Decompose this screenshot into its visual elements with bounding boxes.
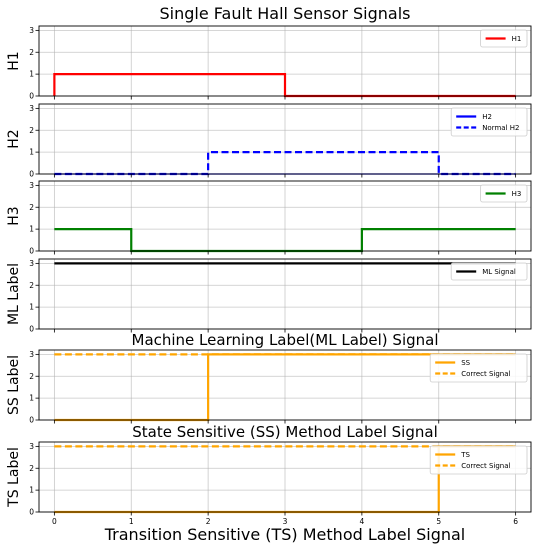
y-tick-label: 3: [29, 350, 34, 359]
y-tick-label: 3: [29, 442, 34, 451]
y-axis-label: H3: [6, 206, 22, 225]
subplot-title: Machine Learning Label(ML Label) Signal: [132, 331, 439, 349]
y-tick-label: 0: [29, 170, 34, 179]
legend: TS Correct Signal: [429, 445, 528, 475]
legend-label: H1: [512, 35, 522, 43]
legend-box: [429, 445, 528, 475]
figure-title: Single Fault Hall Sensor Signals: [160, 4, 411, 23]
y-tick-label: 2: [29, 372, 34, 381]
subplot-4: 0 1 2 3 ML Label Machine Learning Label(ML La…: [6, 258, 532, 349]
series-line-1: [53, 73, 516, 98]
legend-label: Correct Signal: [461, 370, 510, 378]
y-tick-label: 2: [29, 203, 34, 212]
legend-box: [450, 107, 528, 137]
y-tick-label: 0: [29, 416, 34, 425]
y-tick-label: 1: [29, 70, 34, 79]
legend-label: Normal H2: [482, 124, 519, 132]
y-tick-label: 1: [29, 394, 34, 403]
x-tick-label: 6: [513, 517, 518, 526]
x-tick-label: 3: [283, 517, 288, 526]
y-tick-label: 1: [29, 148, 34, 157]
legend-box: [429, 353, 528, 383]
y-axis-label: SS Label: [6, 355, 22, 415]
x-tick-label: 2: [206, 517, 211, 526]
subplot-6: 0 1 2 3 0 1 2 3 4 5 6 TS Label TS Correct Signal: [6, 441, 532, 526]
legend: H3: [480, 184, 528, 203]
y-tick-label: 3: [29, 181, 34, 190]
legend-label: TS: [460, 451, 470, 459]
legend: ML Signal: [450, 262, 528, 281]
y-tick-label: 0: [29, 325, 34, 334]
y-axis-label: ML Label: [6, 263, 22, 325]
y-tick-label: 2: [29, 464, 34, 473]
y-tick-label: 1: [29, 303, 34, 312]
legend: H1: [480, 29, 528, 48]
y-tick-label: 1: [29, 486, 34, 495]
y-tick-label: 3: [29, 26, 34, 35]
y-axis-label: H1: [6, 51, 22, 70]
y-axis-label: TS Label: [6, 447, 22, 508]
subplot-title: State Sensitive (SS) Method Label Signal: [132, 423, 438, 441]
x-tick-label: 0: [52, 517, 57, 526]
legend-label: Correct Signal: [461, 462, 510, 470]
y-tick-label: 0: [29, 92, 34, 101]
y-tick-label: 0: [29, 247, 34, 256]
y-tick-label: 1: [29, 225, 34, 234]
legend-label: ML Signal: [482, 268, 516, 276]
legend-label: SS: [461, 359, 470, 367]
y-tick-label: 2: [29, 48, 34, 57]
legend-label: H3: [512, 190, 522, 198]
y-tick-label: 3: [29, 259, 34, 268]
legend: SS Correct Signal: [429, 353, 528, 383]
subplot-1: 0 1 2 3 H1 H1: [6, 25, 532, 101]
x-tick-label: 4: [359, 517, 364, 526]
subplot-3: 0 1 2 3 H3 H3: [6, 180, 532, 256]
y-tick-label: 3: [29, 104, 34, 113]
x-axis-label: Transition Sensitive (TS) Method Label S…: [104, 525, 466, 544]
subplot-5: 0 1 2 3 SS Label State Sensitive (SS) Method …: [6, 349, 532, 441]
legend-box: [450, 262, 528, 281]
y-tick-label: 2: [29, 126, 34, 135]
x-tick-label: 5: [436, 517, 441, 526]
x-tick-label: 1: [129, 517, 134, 526]
y-tick-label: 2: [29, 281, 34, 290]
legend: H2 Normal H2: [450, 107, 528, 137]
subplot-2: 0 1 2 3 H2 H2 Normal H2: [6, 103, 532, 179]
y-tick-label: 0: [29, 508, 34, 517]
legend-label: H2: [482, 113, 492, 121]
y-axis-label: H2: [6, 129, 22, 148]
